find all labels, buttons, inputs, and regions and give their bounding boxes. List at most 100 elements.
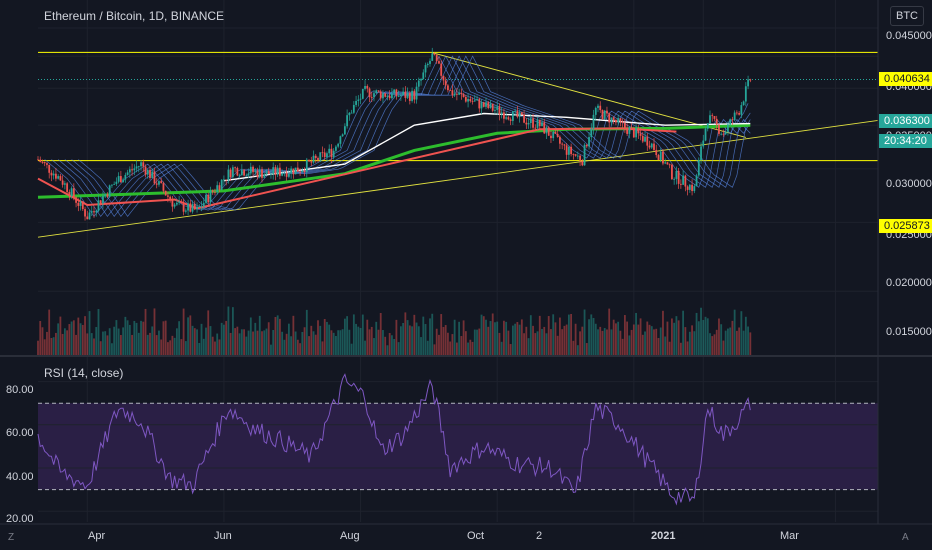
currency-badge[interactable]: BTC — [890, 6, 924, 26]
candle-body — [323, 152, 326, 158]
price-tick: 0.015000 — [886, 326, 932, 338]
candle-body — [440, 63, 443, 76]
candle-body — [538, 119, 541, 127]
candle-body — [122, 179, 125, 183]
volume-bar — [227, 306, 230, 355]
candle-body — [108, 185, 111, 197]
volume-bar — [240, 329, 243, 355]
candle-body — [503, 112, 505, 119]
candle-body — [337, 143, 340, 147]
candle-body — [301, 170, 304, 173]
candle-body — [727, 124, 729, 132]
candle-body — [511, 111, 514, 121]
volume-bar — [538, 315, 541, 355]
candle-body — [471, 101, 474, 102]
volume-bar — [261, 331, 263, 355]
volume-bar — [198, 342, 201, 355]
candle-body — [404, 91, 407, 98]
candle-body — [431, 53, 434, 61]
candle-body — [115, 181, 118, 184]
candle-body — [149, 169, 151, 178]
candle-body — [480, 102, 483, 109]
candle-body — [247, 173, 250, 176]
volume-bar — [724, 330, 727, 355]
volume-bar — [247, 330, 250, 355]
candle-body — [720, 133, 723, 135]
volume-bar — [682, 310, 685, 355]
candle-body — [196, 206, 198, 210]
volume-bar — [444, 325, 447, 355]
volume-bar — [95, 327, 98, 355]
candle-body — [285, 172, 288, 177]
volume-bar — [413, 314, 416, 355]
timezone-icon[interactable]: Z — [8, 532, 15, 543]
volume-bar — [43, 339, 46, 355]
volume-bar — [393, 338, 396, 355]
volume-bar — [209, 326, 212, 355]
candle-body — [106, 194, 109, 197]
volume-bar — [740, 311, 743, 355]
descending-trendline — [432, 52, 746, 138]
volume-bar — [597, 329, 599, 355]
candle-body — [532, 118, 534, 128]
volume-bar — [473, 329, 476, 355]
candle-body — [263, 174, 266, 178]
candle-body — [261, 169, 263, 178]
candle-body — [52, 173, 55, 176]
volume-bar — [402, 322, 405, 355]
volume-bar — [435, 328, 438, 355]
volume-bar — [547, 316, 550, 355]
candle-body — [592, 114, 595, 129]
candle-body — [328, 148, 331, 154]
candle-body — [111, 184, 113, 186]
candle-body — [715, 118, 718, 125]
volume-bar — [106, 335, 109, 355]
volume-bar — [184, 341, 187, 355]
auto-scale-icon[interactable]: A — [902, 532, 909, 543]
volume-bar — [46, 331, 48, 355]
volume-bar — [458, 321, 461, 355]
volume-bar — [691, 325, 693, 355]
candle-body — [588, 137, 590, 147]
volume-bar — [292, 315, 295, 355]
volume-bar — [373, 338, 375, 355]
candle-body — [397, 96, 400, 97]
volume-bar — [133, 320, 136, 355]
volume-bar — [632, 324, 635, 355]
volume-bar — [671, 318, 673, 355]
candle-body — [339, 136, 342, 144]
volume-bar — [688, 331, 691, 355]
volume-bar — [57, 323, 60, 355]
candle-body — [75, 197, 77, 203]
candle-body — [574, 154, 577, 156]
volume-bar — [272, 329, 275, 355]
candle-body — [216, 185, 219, 192]
candle-body — [677, 170, 680, 184]
volume-bar — [469, 339, 472, 355]
candle-body — [742, 101, 745, 106]
candle-body — [527, 123, 530, 125]
volume-bar — [256, 330, 259, 355]
volume-bar — [594, 323, 597, 355]
candle-body — [384, 93, 387, 97]
volume-bar — [572, 340, 575, 355]
candle-body — [240, 169, 243, 176]
volume-bar — [442, 327, 445, 355]
candle-body — [370, 97, 373, 98]
candle-body — [90, 211, 93, 213]
volume-bar — [702, 319, 705, 355]
candle-body — [691, 184, 693, 192]
candle-body — [343, 126, 346, 135]
rsi-indicator-title[interactable]: RSI (14, close) — [44, 366, 124, 380]
candle-body — [567, 146, 570, 155]
volume-bar — [567, 314, 570, 355]
candle-body — [158, 181, 160, 185]
volume-bar — [720, 324, 723, 355]
candle-body — [171, 200, 174, 207]
volume-bar — [395, 319, 398, 355]
volume-bar — [424, 324, 427, 355]
volume-bar — [420, 337, 422, 355]
volume-bar — [81, 324, 84, 355]
volume-bar — [426, 340, 429, 355]
level-tag-top: 0.040634 — [879, 72, 932, 86]
